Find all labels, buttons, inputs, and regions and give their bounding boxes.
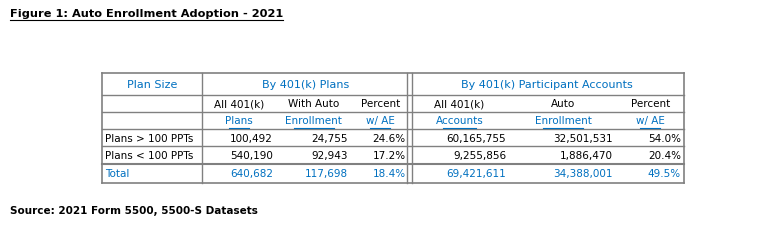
Text: 34,388,001: 34,388,001	[553, 169, 613, 179]
Text: 100,492: 100,492	[230, 133, 273, 143]
Text: 24,755: 24,755	[311, 133, 347, 143]
Text: By 401(k) Plans: By 401(k) Plans	[262, 80, 349, 90]
Text: 640,682: 640,682	[230, 169, 273, 179]
Text: 17.2%: 17.2%	[373, 151, 406, 160]
Text: 540,190: 540,190	[230, 151, 273, 160]
Text: Plan Size: Plan Size	[127, 80, 177, 90]
Text: 69,421,611: 69,421,611	[446, 169, 506, 179]
Text: By 401(k) Participant Accounts: By 401(k) Participant Accounts	[461, 80, 633, 90]
Text: Enrollment: Enrollment	[535, 116, 591, 126]
Text: 1,886,470: 1,886,470	[560, 151, 613, 160]
Text: 32,501,531: 32,501,531	[553, 133, 613, 143]
Text: 54.0%: 54.0%	[648, 133, 681, 143]
Text: w/ AE: w/ AE	[366, 116, 394, 126]
Text: 18.4%: 18.4%	[373, 169, 406, 179]
Text: Total: Total	[105, 169, 129, 179]
Text: All 401(k): All 401(k)	[434, 99, 485, 109]
Text: 49.5%: 49.5%	[647, 169, 681, 179]
Text: 20.4%: 20.4%	[648, 151, 681, 160]
Text: Plans > 100 PPTs: Plans > 100 PPTs	[105, 133, 193, 143]
Text: w/ AE: w/ AE	[636, 116, 665, 126]
Text: Auto: Auto	[551, 99, 575, 109]
Text: 9,255,856: 9,255,856	[453, 151, 506, 160]
Text: Figure 1: Auto Enrollment Adoption - 2021: Figure 1: Auto Enrollment Adoption - 202…	[10, 9, 283, 19]
Text: With Auto: With Auto	[288, 99, 340, 109]
Text: Plans < 100 PPTs: Plans < 100 PPTs	[105, 151, 193, 160]
Text: Enrollment: Enrollment	[285, 116, 342, 126]
Text: 24.6%: 24.6%	[373, 133, 406, 143]
Text: Source: 2021 Form 5500, 5500-S Datasets: Source: 2021 Form 5500, 5500-S Datasets	[10, 205, 258, 215]
Text: Percent: Percent	[630, 99, 670, 109]
Text: Plans: Plans	[225, 116, 253, 126]
Text: 92,943: 92,943	[311, 151, 347, 160]
Text: Percent: Percent	[360, 99, 400, 109]
Text: All 401(k): All 401(k)	[214, 99, 265, 109]
Text: Accounts: Accounts	[436, 116, 483, 126]
Text: 60,165,755: 60,165,755	[446, 133, 506, 143]
Text: 117,698: 117,698	[304, 169, 347, 179]
